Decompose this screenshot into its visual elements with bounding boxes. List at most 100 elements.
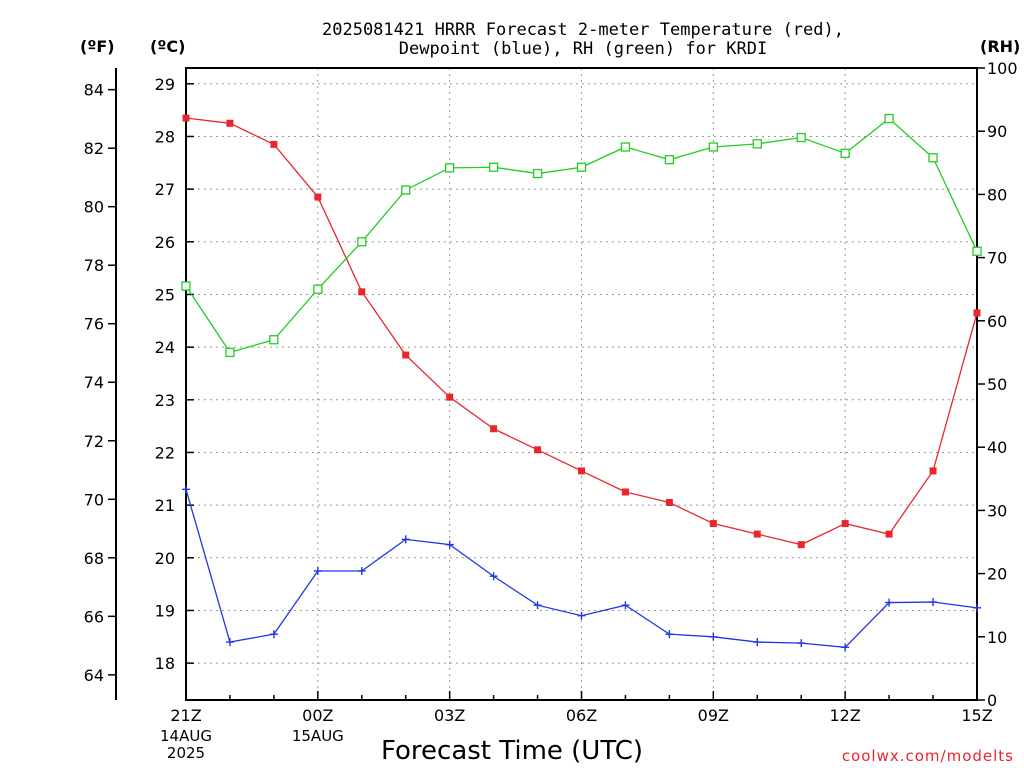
celsius-tick-label: 18 <box>155 654 175 673</box>
temperature-point <box>709 520 717 528</box>
celsius-tick-label: 21 <box>155 496 175 515</box>
rh-point <box>269 335 279 345</box>
celsius-tick-label: 29 <box>155 75 175 94</box>
rh-point <box>445 163 455 173</box>
temperature-point <box>314 193 322 201</box>
chart-subtitle: Dewpoint (blue), RH (green) for KRDI <box>399 39 767 59</box>
time-tick-label: 21Z <box>170 706 201 725</box>
fahrenheit-tick-label: 78 <box>84 256 104 275</box>
fahrenheit-tick-label: 82 <box>84 139 104 158</box>
rh-axis: 0 10 20 30 40 50 60 70 80 90 100 <box>977 59 1018 710</box>
temperature-point <box>182 114 190 122</box>
temperature-point <box>753 530 761 538</box>
rh-tick-label: 0 <box>987 691 997 710</box>
celsius-tick-label: 20 <box>155 549 175 568</box>
dewpoint-point <box>225 638 234 647</box>
time-date-label: 15AUG <box>292 727 344 745</box>
temperature-point <box>534 446 542 454</box>
fahrenheit-tick-label: 76 <box>84 315 104 334</box>
dewpoint-point <box>313 566 322 575</box>
rh-point <box>181 281 191 291</box>
temperature-point <box>929 467 937 475</box>
fahrenheit-tick-label: 72 <box>84 432 104 451</box>
rh-tick-label: 100 <box>987 59 1018 78</box>
rh-tick-label: 80 <box>987 185 1007 204</box>
rh-point <box>488 162 499 172</box>
fahrenheit-tick-label: 80 <box>84 198 104 217</box>
rh-point <box>532 168 543 179</box>
fahrenheit-tick-label: 64 <box>84 666 104 685</box>
rh-point <box>357 237 367 247</box>
temperature-point <box>841 520 849 528</box>
rh-point <box>796 132 806 143</box>
rh-tick-label: 20 <box>987 565 1007 584</box>
celsius-axis-label: (ºC) <box>150 37 185 56</box>
rh-tick-label: 50 <box>987 375 1007 394</box>
rh-point <box>884 113 894 124</box>
series-temperature <box>182 114 981 549</box>
fahrenheit-axis-label: (ºF) <box>80 37 115 56</box>
rh-tick-label: 90 <box>987 122 1007 141</box>
temperature-point <box>797 541 805 549</box>
rh-point <box>576 162 587 172</box>
fahrenheit-tick-label: 70 <box>84 490 104 509</box>
rh-point <box>664 154 675 165</box>
time-tick-label: 09Z <box>698 706 729 725</box>
dewpoint-point <box>577 611 586 620</box>
temperature-point <box>270 140 278 148</box>
rh-point <box>972 246 982 256</box>
series-rh <box>181 113 982 358</box>
dewpoint-point <box>182 485 190 494</box>
rh-tick-label: 60 <box>987 312 1007 331</box>
celsius-axis: 18 19 20 21 22 23 24 25 26 27 28 29 <box>155 75 194 673</box>
time-tick-label: 06Z <box>566 706 597 725</box>
time-tick-label: 15Z <box>961 706 992 725</box>
dewpoint-point <box>665 630 674 639</box>
dewpoint-point <box>753 638 762 647</box>
temperature-point <box>358 288 366 296</box>
fahrenheit-tick-label: 74 <box>84 373 104 392</box>
celsius-tick-label: 19 <box>155 601 175 620</box>
temperature-point <box>665 499 673 506</box>
fahrenheit-axis: 64 66 68 70 72 74 76 78 80 82 84 <box>84 81 116 685</box>
celsius-tick-label: 22 <box>155 443 175 462</box>
time-date-label: 2025 <box>167 744 205 762</box>
temperature-point <box>226 119 234 127</box>
celsius-tick-label: 26 <box>155 233 175 252</box>
dewpoint-point <box>973 603 981 612</box>
dewpoint-point <box>489 572 498 581</box>
temperature-point <box>578 467 585 475</box>
fahrenheit-tick-label: 68 <box>84 549 104 568</box>
celsius-tick-label: 25 <box>155 285 175 304</box>
rh-point <box>313 284 323 294</box>
chart-title: 2025081421 HRRR Forecast 2-meter Tempera… <box>322 20 844 40</box>
dewpoint-point <box>885 598 894 607</box>
dewpoint-point <box>401 535 410 544</box>
rh-point <box>620 142 631 152</box>
temperature-point <box>973 309 981 317</box>
temperature-point <box>621 488 629 496</box>
rh-point <box>752 139 762 149</box>
rh-tick-label: 70 <box>987 249 1007 268</box>
time-tick-label: 00Z <box>302 706 333 725</box>
dewpoint-point <box>533 601 542 610</box>
fahrenheit-tick-label: 84 <box>84 81 104 100</box>
time-tick-label: 12Z <box>830 706 861 725</box>
series-layer <box>181 113 982 652</box>
rh-point <box>840 148 850 158</box>
rh-axis-label: (RH) <box>980 37 1020 56</box>
series-dewpoint <box>182 485 981 652</box>
rh-tick-label: 40 <box>987 438 1007 457</box>
dewpoint-point <box>841 643 850 652</box>
dewpoint-point <box>797 639 806 648</box>
rh-point <box>225 347 235 358</box>
dewpoint-point <box>621 601 630 610</box>
dewpoint-point <box>929 598 938 607</box>
celsius-tick-label: 24 <box>155 338 175 357</box>
fahrenheit-tick-label: 66 <box>84 607 104 626</box>
rh-point <box>928 153 938 163</box>
dewpoint-point <box>269 630 278 639</box>
x-axis-label: Forecast Time (UTC) <box>381 736 643 766</box>
dewpoint-point <box>709 632 718 641</box>
